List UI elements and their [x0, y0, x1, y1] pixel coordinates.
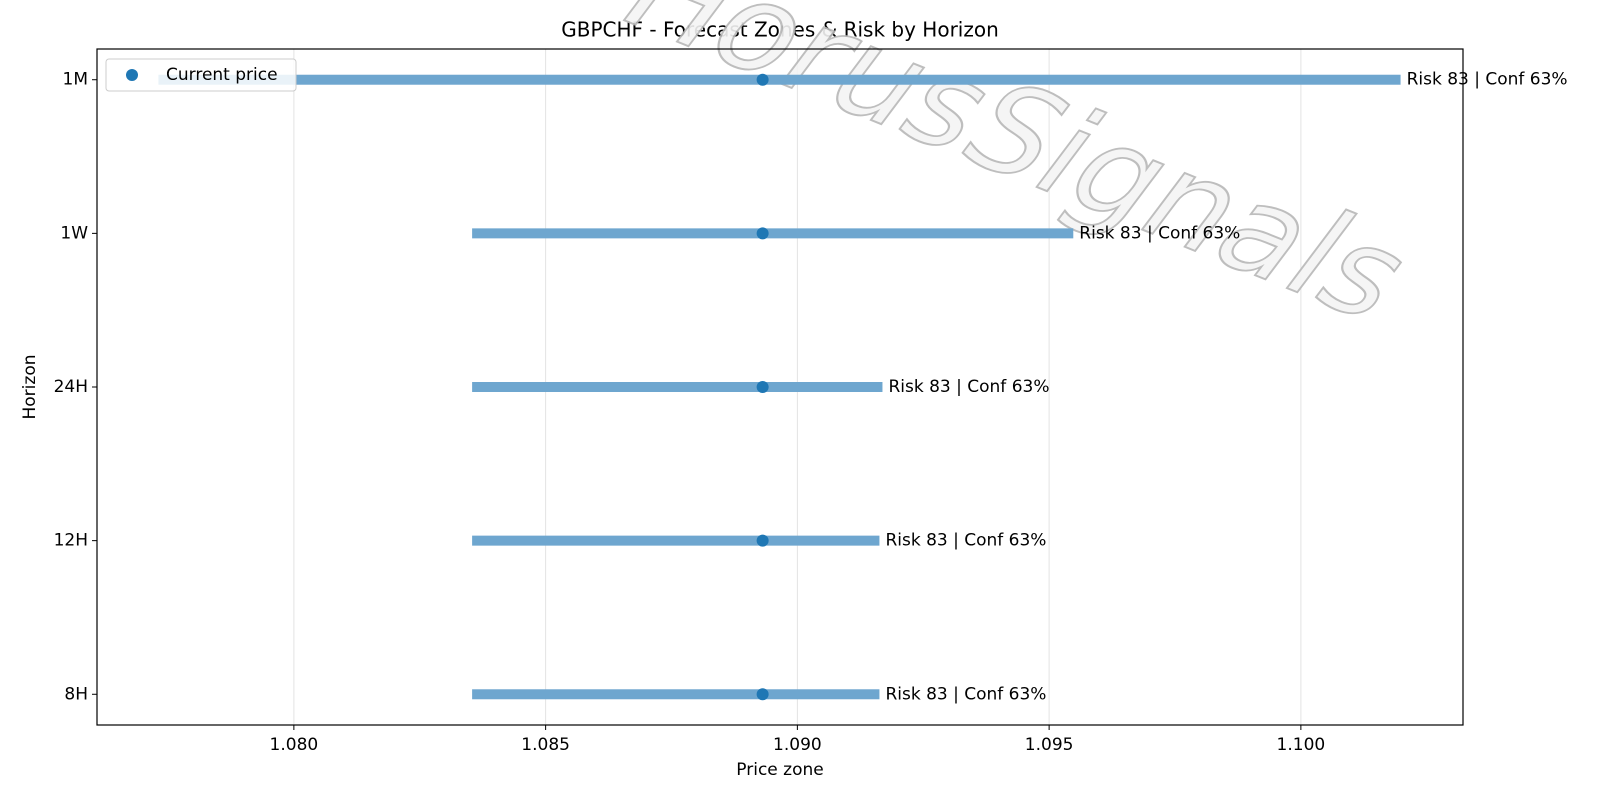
y-tick-label: 12H — [54, 531, 88, 551]
legend-box — [105, 58, 297, 92]
x-tick-label: 1.100 — [1277, 735, 1326, 755]
annotation: Risk 83 | Conf 63% — [885, 531, 1046, 551]
y-tick-label: 24H — [54, 377, 88, 397]
current-price-dot — [756, 688, 769, 701]
annotation: Risk 83 | Conf 63% — [1079, 223, 1240, 243]
x-axis-label: Price zone — [736, 760, 823, 780]
watermark: HorusSignals — [594, 0, 1441, 346]
legend-label: Current price — [166, 65, 278, 85]
current-price-dot — [756, 381, 769, 393]
x-tick-label: 1.080 — [270, 735, 319, 755]
y-tick-label: 1W — [60, 223, 88, 243]
current-price-dot — [756, 73, 769, 86]
range-bar — [472, 689, 880, 700]
x-tick-label: 1.085 — [521, 735, 570, 755]
x-tick-label: 1.090 — [773, 735, 822, 755]
current-price-dot — [756, 227, 769, 240]
legend-marker — [126, 69, 138, 81]
annotation: Risk 83 | Conf 63% — [1407, 70, 1568, 90]
range-bar — [158, 74, 1401, 85]
annotation: Risk 83 | Conf 63% — [885, 684, 1046, 704]
annotation: Risk 83 | Conf 63% — [888, 377, 1049, 397]
y-axis-label: Horizon — [20, 355, 40, 420]
range-bar — [472, 228, 1074, 239]
y-tick-label: 8H — [64, 684, 88, 704]
current-price-dot — [756, 534, 769, 547]
chart-title: GBPCHF - Forecast Zones & Risk by Horizo… — [561, 18, 999, 42]
x-tick-label: 1.095 — [1025, 735, 1074, 755]
range-bar — [472, 382, 883, 392]
range-bar — [472, 535, 880, 546]
y-tick-label: 1M — [63, 70, 88, 90]
plot-frame — [96, 48, 1464, 726]
